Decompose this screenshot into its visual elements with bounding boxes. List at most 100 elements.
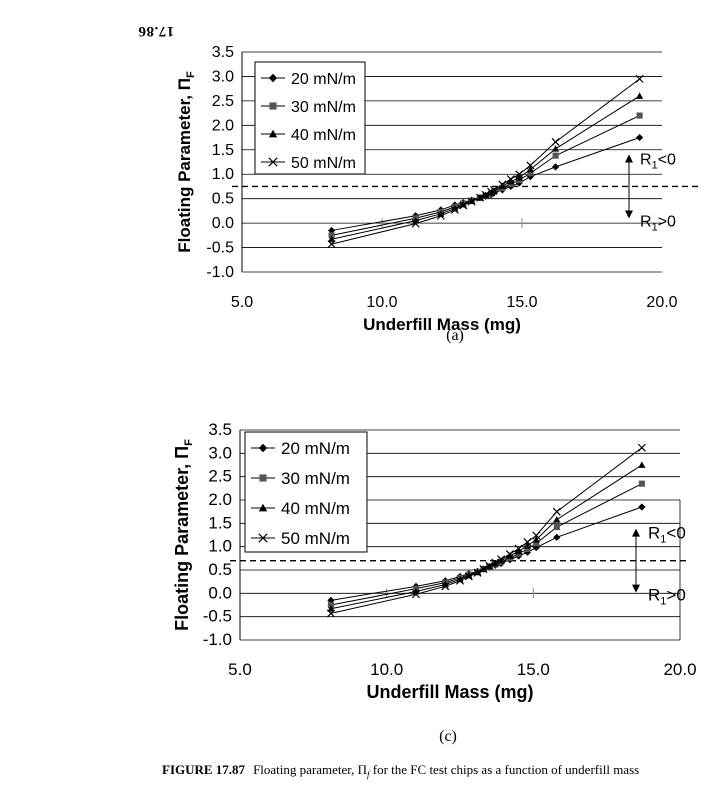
y-axis-label-main: Floating Parameter, Π bbox=[172, 446, 192, 631]
series-line-50 bbox=[331, 78, 640, 245]
y-tick-label: -1.0 bbox=[206, 264, 234, 281]
y-tick-label: 2.0 bbox=[208, 490, 232, 509]
square-marker bbox=[328, 232, 335, 239]
legend: 20 mN/m 30 mN/m 40 mN/m 50 mN/m bbox=[254, 61, 366, 175]
square-marker bbox=[269, 102, 277, 110]
y-tick-label: 0.5 bbox=[212, 191, 234, 208]
series-line-40 bbox=[331, 95, 640, 240]
annotation-rest: <0 bbox=[658, 151, 676, 168]
figure-caption: FIGURE 17.87 Floating parameter, Πf for t… bbox=[162, 762, 716, 780]
diamond-marker bbox=[268, 73, 278, 83]
x-tick-label: 15.0 bbox=[506, 294, 537, 311]
diamond-marker bbox=[636, 133, 644, 142]
square-marker bbox=[638, 480, 645, 487]
y-tick-label: 3.5 bbox=[212, 44, 234, 61]
x-marker bbox=[473, 568, 482, 577]
arrow-head-up bbox=[625, 154, 633, 163]
x-marker bbox=[411, 590, 421, 599]
legend-label: 20 mN/m bbox=[281, 439, 350, 458]
x-marker bbox=[506, 175, 515, 184]
annotation-r1-positive: R1>0 bbox=[648, 586, 686, 608]
x-marker bbox=[467, 197, 476, 206]
series-line-20 bbox=[331, 137, 640, 231]
x-marker bbox=[326, 609, 335, 618]
annotation-sub: 1 bbox=[660, 596, 666, 608]
annotation-r1-positive: R1>0 bbox=[640, 213, 676, 233]
chart-panel-c: -1.0 -0.5 0.0 0.5 1.0 1.5 2.0 2.5 3.0 3.5 5.0 10.0 1… bbox=[172, 420, 697, 745]
triangle-marker bbox=[506, 552, 514, 559]
triangle-marker bbox=[328, 235, 336, 243]
x-marker bbox=[551, 137, 560, 146]
y-axis-label: Floating Parameter, ΠF bbox=[172, 439, 195, 631]
triangle-marker bbox=[498, 182, 506, 189]
legend-box bbox=[244, 431, 368, 553]
y-tick-label: 1.0 bbox=[208, 537, 232, 556]
triangle-marker bbox=[451, 204, 459, 212]
y-axis-label: Floating Parameter, ΠF bbox=[175, 71, 197, 253]
y-tick-label: 3.5 bbox=[208, 420, 232, 439]
triangle-marker bbox=[497, 557, 505, 564]
x-marker bbox=[411, 219, 420, 228]
annotation-rest: >0 bbox=[666, 586, 685, 605]
triangle-marker bbox=[553, 516, 561, 523]
triangle-marker bbox=[327, 605, 335, 612]
y-tick-label: 2.5 bbox=[208, 467, 232, 486]
square-marker bbox=[259, 474, 267, 482]
chart-panel-a: -1.0 -0.5 0.0 0.5 1.0 1.5 2.0 2.5 3.0 3.5 5.0 10.0 1… bbox=[175, 44, 700, 344]
y-tick-label: 1.5 bbox=[208, 513, 232, 532]
x-marker bbox=[455, 576, 465, 585]
annotation-r: R bbox=[648, 524, 660, 543]
x-marker bbox=[498, 180, 507, 189]
diamond-marker bbox=[258, 443, 268, 453]
y-tick-label: 0.5 bbox=[208, 560, 232, 579]
y-axis-label-main: Floating Parameter, Π bbox=[175, 78, 194, 253]
square-marker bbox=[524, 545, 531, 553]
square-marker bbox=[327, 601, 334, 609]
x-marker bbox=[485, 561, 494, 570]
arrow-head-up bbox=[632, 528, 640, 537]
triangle-marker bbox=[526, 165, 534, 173]
y-tick-label: 0.0 bbox=[208, 583, 232, 602]
annotation-sub: 1 bbox=[652, 221, 658, 233]
x-marker bbox=[497, 555, 506, 564]
y-tick-label: -0.5 bbox=[203, 607, 232, 626]
triangle-marker bbox=[552, 145, 560, 152]
diamond-marker bbox=[553, 533, 561, 541]
x-marker bbox=[637, 443, 646, 452]
x-marker bbox=[441, 582, 450, 591]
x-axis-label: Underfill Mass (mg) bbox=[366, 682, 533, 702]
caption-text: Floating parameter, Π bbox=[253, 762, 367, 777]
y-tick-label: 2.0 bbox=[212, 117, 234, 134]
annotation-sub: 1 bbox=[652, 159, 658, 171]
legend-label: 40 mN/m bbox=[291, 127, 356, 144]
arrow-head-down bbox=[625, 210, 633, 219]
diamond-marker bbox=[327, 596, 335, 604]
y-tick-label: -1.0 bbox=[203, 630, 232, 649]
legend-label: 20 mN/m bbox=[291, 71, 356, 88]
x-marker bbox=[635, 74, 644, 83]
series-line-20 bbox=[330, 506, 643, 601]
annotation-r1-negative: R1<0 bbox=[648, 524, 686, 546]
y-tick-label: 2.5 bbox=[212, 93, 234, 110]
triangle-marker bbox=[456, 575, 464, 583]
x-marker bbox=[526, 161, 535, 170]
x-marker bbox=[532, 531, 541, 540]
panel-label: (c) bbox=[439, 728, 457, 745]
x-axis-label: Underfill Mass (mg) bbox=[363, 315, 521, 334]
triangle-marker bbox=[532, 536, 540, 543]
annotation-rest: <0 bbox=[666, 524, 685, 543]
x-tick-label: 5.0 bbox=[228, 660, 252, 679]
series-line-40 bbox=[330, 464, 643, 610]
annotation-r1-negative: R1<0 bbox=[640, 151, 676, 171]
y-axis-label-subscript: F bbox=[185, 71, 197, 78]
legend: 20 mN/m 30 mN/m 40 mN/m 50 mN/m bbox=[244, 431, 368, 553]
diamond-marker bbox=[328, 226, 336, 235]
y-axis-label-subscript: F bbox=[183, 439, 195, 446]
y-tick-label: -0.5 bbox=[206, 240, 234, 257]
x-marker bbox=[464, 572, 473, 581]
x-marker bbox=[505, 550, 514, 559]
x-tick-label: 20.0 bbox=[663, 660, 696, 679]
x-marker bbox=[489, 185, 499, 194]
legend-label: 30 mN/m bbox=[291, 99, 356, 116]
y-tick-label: 3.0 bbox=[208, 443, 232, 462]
